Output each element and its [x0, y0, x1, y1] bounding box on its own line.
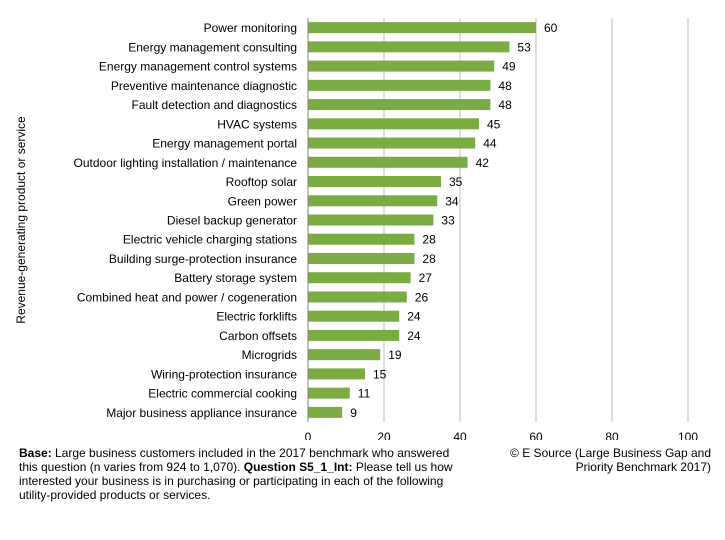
bar: [308, 272, 411, 284]
source-credit: © E Source (Large Business Gap and Prior…: [510, 446, 711, 474]
bar: [308, 99, 491, 111]
category-label: Power monitoring: [204, 21, 297, 35]
bar: [308, 252, 415, 264]
data-label: 26: [415, 290, 429, 304]
data-label: 48: [498, 79, 512, 93]
category-label: Battery storage system: [174, 271, 297, 285]
data-label: 45: [487, 117, 501, 131]
data-label: 11: [358, 387, 371, 401]
bar: [308, 406, 343, 418]
data-label: 53: [517, 40, 531, 54]
category-label: Green power: [228, 194, 297, 208]
bar: [308, 310, 400, 322]
data-label: 42: [476, 156, 490, 170]
bar: [308, 233, 415, 245]
data-label: 44: [483, 137, 497, 151]
x-tick-label: 0: [305, 430, 312, 440]
base-label: Base:: [19, 446, 52, 460]
bar: [308, 176, 441, 188]
x-tick-label: 40: [453, 430, 467, 440]
category-label: Diesel backup generator: [167, 214, 297, 228]
bar: [308, 60, 495, 72]
category-label: Major business appliance insurance: [106, 406, 297, 420]
bar: [308, 156, 468, 168]
data-label: 60: [544, 21, 558, 35]
category-label: Electric forklifts: [216, 310, 297, 324]
data-label: 27: [419, 271, 433, 285]
category-label: Energy management portal: [152, 137, 297, 151]
x-tick-label: 100: [678, 430, 698, 440]
data-label: 19: [388, 348, 402, 362]
category-label: HVAC systems: [217, 117, 297, 131]
data-label: 35: [449, 175, 463, 189]
y-axis-title: Revenue-generating product or service: [14, 116, 28, 324]
bar: [308, 387, 350, 399]
category-label: Preventive maintenance diagnostic: [111, 79, 297, 93]
category-label: Rooftop solar: [226, 175, 297, 189]
bar: [308, 329, 400, 341]
data-label: 33: [441, 214, 455, 228]
data-label: 15: [373, 367, 387, 381]
category-label: Electric vehicle charging stations: [123, 233, 297, 247]
category-label: Energy management control systems: [99, 60, 297, 74]
base-text: Large business customers included in the…: [19, 446, 450, 474]
x-tick-label: 60: [529, 430, 543, 440]
x-tick-label: 20: [377, 430, 391, 440]
data-label: 24: [407, 329, 421, 343]
bar: [308, 137, 476, 149]
x-tick-label: 80: [605, 430, 619, 440]
bar: [308, 41, 510, 53]
bar: [308, 22, 536, 34]
bar-chart: 0 20 40 60 80 100 60 Power monitoring 53 Energy m…: [14, 18, 698, 440]
data-label: 49: [502, 60, 516, 74]
data-label: 28: [422, 252, 436, 266]
data-label: 24: [407, 310, 421, 324]
data-label: 34: [445, 194, 459, 208]
category-label: Building surge-protection insurance: [109, 252, 297, 266]
base-note: Base: Large business customers included …: [19, 446, 459, 502]
category-label: Outdoor lighting installation / maintena…: [74, 156, 298, 170]
bar: [308, 214, 434, 226]
bar: [308, 79, 491, 91]
data-label: 9: [350, 406, 357, 420]
bar: [308, 368, 365, 380]
question-text: Please tell us how interested your busin…: [19, 460, 453, 502]
category-label: Microgrids: [242, 348, 297, 362]
bar: [308, 118, 479, 130]
bar: [308, 291, 407, 303]
data-label: 28: [422, 233, 436, 247]
question-label: Question S5_1_Int:: [243, 460, 353, 474]
category-label: Wiring-protection insurance: [151, 367, 297, 381]
bar: [308, 349, 381, 361]
data-label: 48: [498, 98, 512, 112]
category-label: Electric commercial cooking: [148, 387, 297, 401]
bar: [308, 195, 438, 207]
category-label: Carbon offsets: [219, 329, 297, 343]
category-label: Combined heat and power / cogeneration: [77, 290, 297, 304]
category-label: Energy management consulting: [128, 40, 297, 54]
category-label: Fault detection and diagnostics: [132, 98, 297, 112]
